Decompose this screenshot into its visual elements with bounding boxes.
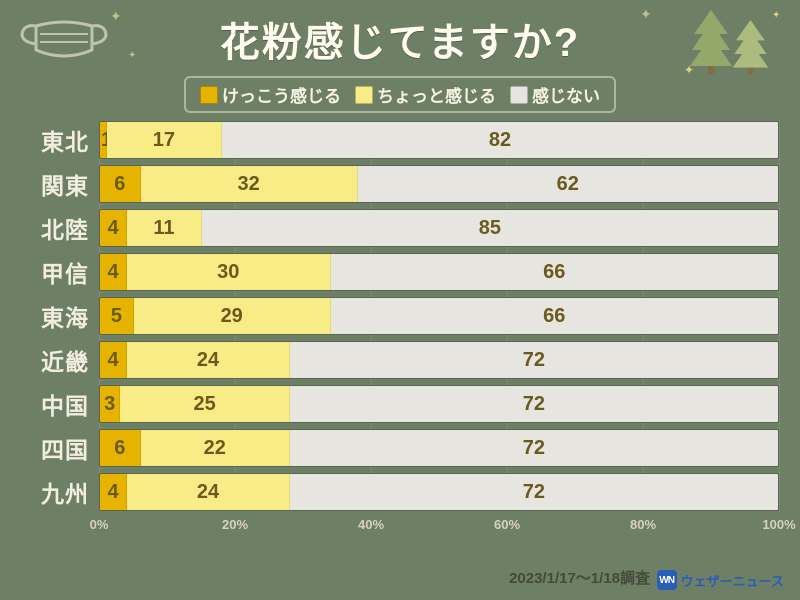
bar-segment: 30 <box>127 254 330 290</box>
stacked-bar: 43066 <box>99 253 779 291</box>
stacked-bar: 42472 <box>99 341 779 379</box>
row-label: 関東 <box>21 167 99 201</box>
bar-segment: 4 <box>100 254 127 290</box>
legend: けっこう感じる ちょっと感じる 感じない <box>184 76 616 113</box>
chart-row: 東海52966 <box>21 297 779 335</box>
bar-segment: 29 <box>134 298 331 334</box>
bar-segment: 85 <box>202 210 778 246</box>
stacked-bar: 41185 <box>99 209 779 247</box>
chart-row: 東北11782 <box>21 121 779 159</box>
bar-segment: 4 <box>100 210 127 246</box>
row-label: 九州 <box>21 475 99 509</box>
bar-segment: 24 <box>127 342 290 378</box>
legend-swatch <box>200 86 218 104</box>
stacked-bar: 11782 <box>99 121 779 159</box>
axis-tick-label: 80% <box>630 517 656 532</box>
bar-segment: 3 <box>100 386 120 422</box>
row-label: 中国 <box>21 387 99 421</box>
bar-segment: 17 <box>107 122 222 158</box>
bar-segment: 6 <box>100 430 141 466</box>
bar-segment: 6 <box>100 166 141 202</box>
legend-label: 感じない <box>532 82 600 107</box>
bar-segment: 82 <box>222 122 778 158</box>
legend-item: ちょっと感じる <box>355 82 496 107</box>
row-label: 甲信 <box>21 255 99 289</box>
legend-swatch <box>510 86 528 104</box>
brand-logo-icon: WN <box>657 570 677 590</box>
brand-badge: WN ウェザーニュース <box>651 568 790 592</box>
chart-row: 甲信43066 <box>21 253 779 291</box>
bar-segment: 66 <box>331 254 778 290</box>
row-label: 北陸 <box>21 211 99 245</box>
page-title: 花粉感じてますか? <box>220 10 580 68</box>
legend-item: 感じない <box>510 82 600 107</box>
legend-item: けっこう感じる <box>200 82 341 107</box>
axis-tick-label: 100% <box>762 517 795 532</box>
row-label: 近畿 <box>21 343 99 377</box>
chart-row: 北陸41185 <box>21 209 779 247</box>
chart-row: 四国62272 <box>21 429 779 467</box>
row-label: 東北 <box>21 123 99 157</box>
chart-row: 九州42472 <box>21 473 779 511</box>
bar-segment: 72 <box>290 474 778 510</box>
legend-label: けっこう感じる <box>222 82 341 107</box>
header: 花粉感じてますか? <box>0 0 800 74</box>
chart-area: 東北11782関東63262北陸41185甲信43066東海52966近畿424… <box>21 121 779 541</box>
axis-tick-label: 0% <box>90 517 109 532</box>
bar-segment: 4 <box>100 342 127 378</box>
bar-segment: 72 <box>290 386 778 422</box>
bar-segment: 24 <box>127 474 290 510</box>
gridline <box>779 121 780 511</box>
axis-tick-label: 60% <box>494 517 520 532</box>
bar-segment: 66 <box>331 298 778 334</box>
stacked-bar: 52966 <box>99 297 779 335</box>
stacked-bar: 42472 <box>99 473 779 511</box>
axis-tick-label: 40% <box>358 517 384 532</box>
bar-segment: 11 <box>127 210 202 246</box>
legend-swatch <box>355 86 373 104</box>
row-label: 東海 <box>21 299 99 333</box>
chart-row: 近畿42472 <box>21 341 779 379</box>
chart-row: 関東63262 <box>21 165 779 203</box>
bar-segment: 5 <box>100 298 134 334</box>
axis-tick-label: 20% <box>222 517 248 532</box>
bar-segment: 72 <box>290 430 778 466</box>
bar-segment: 4 <box>100 474 127 510</box>
survey-date-note: 2023/1/17〜1/18調査 <box>509 567 650 588</box>
bar-segment: 25 <box>120 386 290 422</box>
bar-segment: 22 <box>141 430 290 466</box>
bar-segment: 32 <box>141 166 358 202</box>
bar-rows: 東北11782関東63262北陸41185甲信43066東海52966近畿424… <box>21 121 779 511</box>
bar-segment: 72 <box>290 342 778 378</box>
brand-name: ウェザーニュース <box>681 571 784 590</box>
stacked-bar: 63262 <box>99 165 779 203</box>
legend-label: ちょっと感じる <box>377 82 496 107</box>
x-axis: 0%20%40%60%80%100% <box>21 517 779 541</box>
row-label: 四国 <box>21 431 99 465</box>
infographic-root: ✦ ✦ 花粉感じてますか? けっこう感じるちょっと感じる感じない 東北11782… <box>0 0 800 600</box>
chart-row: 中国32572 <box>21 385 779 423</box>
bar-segment: 1 <box>100 122 107 158</box>
bar-segment: 62 <box>358 166 778 202</box>
stacked-bar: 62272 <box>99 429 779 467</box>
stacked-bar: 32572 <box>99 385 779 423</box>
